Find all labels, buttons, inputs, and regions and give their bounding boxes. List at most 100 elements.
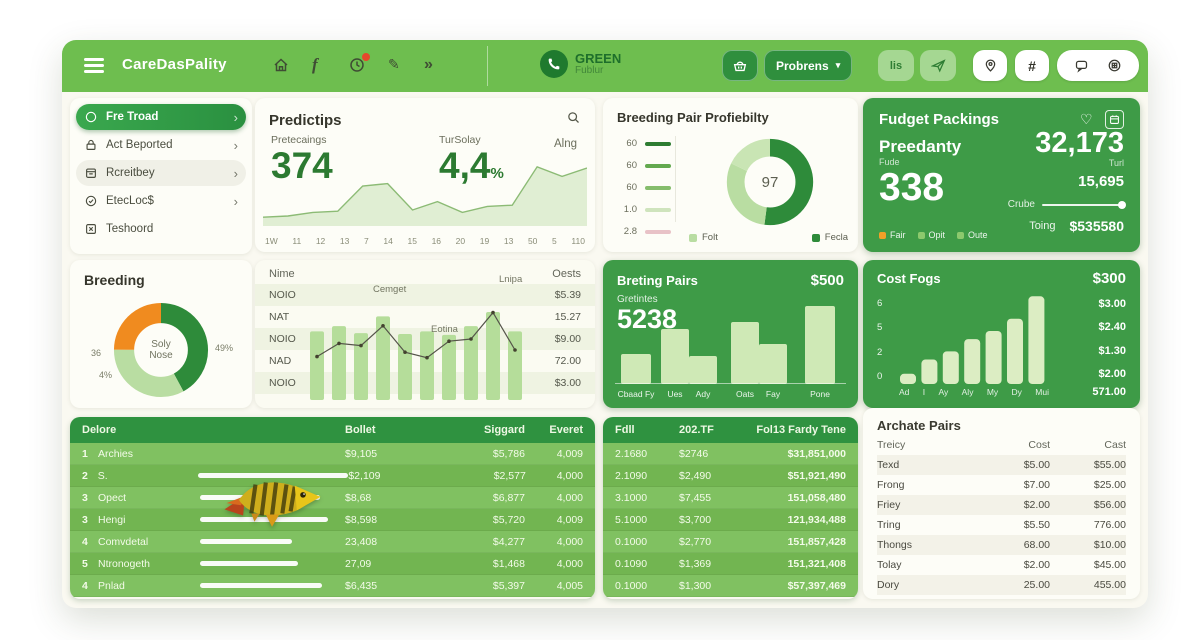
x-axis-label: 110 xyxy=(571,236,585,246)
x-axis-label: Oats xyxy=(736,389,754,399)
scale-dash xyxy=(645,141,671,146)
cell-bollet: $8,68 xyxy=(345,491,372,504)
clock-icon[interactable] xyxy=(348,52,371,76)
cell-cost: $2.00 xyxy=(1023,559,1050,571)
x-axis-label: 13 xyxy=(503,236,514,246)
brand-name: GREEN xyxy=(575,51,622,66)
header-everet: Everet xyxy=(549,424,583,436)
y-axis-label: 5 xyxy=(877,322,883,334)
progress-bar xyxy=(198,473,349,478)
header-cast: Cast xyxy=(1104,439,1126,451)
cell-cost: 25.00 xyxy=(1023,579,1050,591)
row-name: Ntronogeth xyxy=(98,557,150,570)
table-row: NOIO $9.00 xyxy=(255,328,595,350)
sidebar-item-act-beported[interactable]: Act Beported › xyxy=(76,132,246,158)
menu-icon[interactable] xyxy=(84,58,104,76)
cell-cost: 68.00 xyxy=(1023,539,1050,551)
cell-cast: $55.00 xyxy=(1093,459,1126,471)
table-row: NAD 72.00 xyxy=(255,350,595,372)
progress-bar xyxy=(200,517,345,522)
names-costs-card: Nime Oests NOIO $5.39 NAT 15.27 NOIO $9.00 NAD… xyxy=(255,260,595,408)
legend-swatch xyxy=(957,231,965,239)
header-cost: Cost xyxy=(1028,439,1050,451)
fudget-legend: Fair Opit Oute xyxy=(879,230,988,240)
cost-fogs-values: $3.00 $2.40 $1.30 $2.00 xyxy=(1098,298,1126,380)
pin-button[interactable] xyxy=(973,50,1007,81)
cell-bollet: $8,598 xyxy=(345,513,378,526)
profitability-scale: 60 60 60 1.0 2.8 xyxy=(619,138,671,237)
table-row: 5.1000 $3,700 121,934,488 xyxy=(603,509,858,531)
chat-icon[interactable] xyxy=(1074,58,1089,73)
cost-fogs-y-axis: 6 5 2 0 xyxy=(877,298,882,382)
row-name: Hengi xyxy=(98,513,126,526)
grid-circle-icon[interactable] xyxy=(1107,58,1122,73)
hash-button[interactable]: # xyxy=(1015,50,1049,81)
sidebar-menu: Fre Troad › Act Beported › Rcreitbey › EtecLoc… xyxy=(70,98,252,254)
divider xyxy=(675,136,676,222)
x-axis-label: Ues xyxy=(667,389,683,399)
home-icon[interactable] xyxy=(272,56,292,76)
facebook-icon[interactable]: f xyxy=(312,55,318,74)
header-fdll: Fdll xyxy=(615,424,635,436)
slider-label: Crube xyxy=(1007,199,1035,210)
legend-swatch xyxy=(917,231,925,239)
heart-icon[interactable]: ♡ xyxy=(1080,111,1093,127)
predictions-card: Predictips Pretecaings 374 TurSolay 4,4%… xyxy=(255,98,595,252)
cell-202tf: $1,300 xyxy=(679,579,712,592)
calendar-icon[interactable] xyxy=(1105,110,1124,129)
cell-cost: $7.00 xyxy=(1023,479,1050,491)
hash-label: # xyxy=(1028,57,1036,74)
scale-row: 60 xyxy=(619,160,671,171)
cost-value: $2.00 xyxy=(1098,367,1126,380)
header-treicy: Treicy xyxy=(877,439,906,451)
cost-fogs-card: Cost Fogs $300 6 5 2 0 Ad I Ay Aly My Dy Mui $3.0… xyxy=(863,260,1140,408)
cell-202tf: $2746 xyxy=(679,447,709,460)
slider-handle[interactable] xyxy=(1118,200,1126,209)
fudget-secondary-value: 15,695 xyxy=(1078,173,1124,190)
crube-slider[interactable] xyxy=(1042,200,1126,209)
fudget-big-value: 338 xyxy=(879,166,945,209)
table-row: Frong $7.00 $25.00 xyxy=(877,475,1126,495)
cell-fardy: $51,921,490 xyxy=(787,469,846,482)
double-chevron-icon[interactable]: » xyxy=(424,56,433,73)
row-number: 3 xyxy=(82,513,88,526)
x-axis-label: Ad xyxy=(899,387,910,397)
scale-row: 1.0 xyxy=(619,204,671,215)
brand-subtitle: Fublur xyxy=(575,65,604,76)
problems-dropdown[interactable]: Probrens ▾ xyxy=(764,50,853,81)
cell-everet: 4,000 xyxy=(556,491,583,504)
problems-label: Probrens xyxy=(776,58,829,73)
breeders-table-header: Delore Bollet Siggard Everet xyxy=(70,417,595,443)
phone-icon xyxy=(540,50,568,78)
sidebar-item-etecloc-[interactable]: EtecLoc$ › xyxy=(76,188,246,214)
chevron-right-icon: › xyxy=(233,109,238,125)
cell-cost: $2.00 xyxy=(1023,499,1050,511)
brand-logo: GREEN Fublur xyxy=(540,50,621,78)
progress-bar-fill xyxy=(198,473,349,478)
x-axis-label: 13 xyxy=(339,236,350,246)
row-number: 5 xyxy=(82,557,88,570)
cell-cost: $5.00 xyxy=(1023,459,1050,471)
row-name: NAD xyxy=(269,355,292,367)
plane-button[interactable] xyxy=(920,50,956,81)
lis-button[interactable]: lis xyxy=(878,50,914,81)
y-axis-label: 0 xyxy=(877,370,883,382)
scale-row: 2.8 xyxy=(619,226,671,237)
sidebar-item-fre-troad[interactable]: Fre Troad › xyxy=(76,104,246,130)
scale-row: 60 xyxy=(619,182,671,193)
x-square-icon xyxy=(84,222,98,236)
cell-202tf: $2,770 xyxy=(679,535,712,548)
sidebar-item-rcreitbey[interactable]: Rcreitbey › xyxy=(76,160,246,186)
breting-label: Gretintes xyxy=(617,294,658,305)
sidebar-item-teshoord[interactable]: Teshoord xyxy=(76,216,246,242)
scale-dash xyxy=(645,163,671,168)
donut-label: 49% xyxy=(214,343,233,354)
cost-fogs-title: Cost Fogs xyxy=(877,271,941,286)
pencil-icon[interactable]: ✎ xyxy=(388,56,400,72)
search-icon[interactable] xyxy=(566,110,581,130)
fudget-footer-value: $535580 xyxy=(1069,218,1124,234)
breeding-card: Breeding Soly Nose 49% 4% 36 xyxy=(70,260,252,408)
cell-202tf: $7,455 xyxy=(679,491,712,504)
basket-button[interactable] xyxy=(722,50,758,81)
row-name: NAT xyxy=(269,311,290,323)
